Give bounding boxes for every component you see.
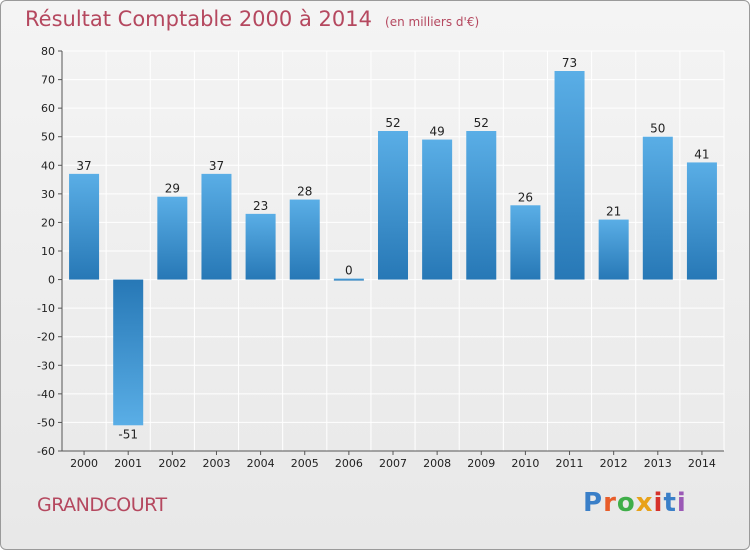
x-tick-label: 2000 bbox=[70, 457, 98, 470]
x-tick-label: 2001 bbox=[114, 457, 142, 470]
logo-letter: P bbox=[583, 488, 604, 518]
bar bbox=[333, 278, 364, 281]
bar bbox=[377, 131, 409, 280]
data-label: 52 bbox=[474, 116, 489, 130]
bar bbox=[642, 136, 673, 280]
bar bbox=[113, 279, 144, 426]
y-tick-label: 60 bbox=[41, 102, 55, 115]
data-label: 49 bbox=[429, 125, 444, 139]
data-label: 29 bbox=[165, 182, 180, 196]
title-block: Résultat Comptable 2000 à 2014 (en milli… bbox=[25, 7, 479, 31]
data-label: 37 bbox=[209, 159, 224, 173]
bar bbox=[201, 173, 232, 280]
logo-letter: t bbox=[663, 488, 677, 518]
x-tick-label: 2014 bbox=[688, 457, 716, 470]
x-tick-label: 2012 bbox=[600, 457, 628, 470]
logo-letter: i bbox=[676, 488, 687, 518]
x-tick-label: 2009 bbox=[467, 457, 495, 470]
data-label: 21 bbox=[606, 205, 621, 219]
x-tick-label: 2006 bbox=[335, 457, 363, 470]
y-tick-label: -20 bbox=[37, 331, 55, 344]
data-label: -51 bbox=[118, 427, 138, 441]
y-tick-label: 20 bbox=[41, 216, 55, 229]
data-label: 41 bbox=[694, 147, 709, 161]
logo-letter: r bbox=[603, 488, 617, 518]
data-label: 23 bbox=[253, 199, 268, 213]
bar bbox=[686, 162, 717, 280]
y-tick-label: 30 bbox=[41, 188, 55, 201]
x-tick-label: 2002 bbox=[158, 457, 186, 470]
x-tick-label: 2005 bbox=[291, 457, 319, 470]
y-tick-label: -30 bbox=[37, 359, 55, 372]
bar bbox=[510, 205, 541, 280]
y-tick-label: 70 bbox=[41, 74, 55, 87]
bar bbox=[289, 199, 320, 280]
data-labels: 37 -51 29 37 23 28 0 52 49 52 26 73 21 50 41 bbox=[76, 56, 709, 441]
y-tick-label: 40 bbox=[41, 159, 55, 172]
x-tick-label: 2013 bbox=[644, 457, 672, 470]
logo-letter: o bbox=[616, 488, 636, 518]
data-label: 37 bbox=[76, 159, 91, 173]
data-label: 50 bbox=[650, 122, 665, 136]
x-tick-label: 2007 bbox=[379, 457, 407, 470]
proxiti-logo[interactable]: Proxiti bbox=[583, 488, 687, 518]
chart-subtitle: (en milliers d'€) bbox=[385, 15, 480, 29]
bar bbox=[245, 213, 276, 280]
x-tick-label: 2011 bbox=[556, 457, 584, 470]
x-tick-label: 2010 bbox=[511, 457, 539, 470]
y-tick-label: 50 bbox=[41, 131, 55, 144]
y-tick-label: -10 bbox=[37, 302, 55, 315]
y-tick-label: -50 bbox=[37, 416, 55, 429]
bars bbox=[69, 71, 717, 426]
bar bbox=[157, 196, 188, 280]
y-tick-label: 0 bbox=[48, 274, 55, 287]
bar bbox=[422, 139, 453, 280]
y-tick-label: -40 bbox=[37, 388, 55, 401]
logo-letter: i bbox=[653, 488, 664, 518]
data-label: 0 bbox=[345, 264, 353, 278]
bar bbox=[466, 131, 497, 280]
chart-title: Résultat Comptable 2000 à 2014 bbox=[25, 7, 372, 31]
y-tick-label: 80 bbox=[41, 45, 55, 58]
bar bbox=[69, 173, 100, 280]
x-tick-label: 2003 bbox=[202, 457, 230, 470]
place-name: GRANDCOURT bbox=[37, 494, 167, 516]
logo-letter: x bbox=[635, 488, 654, 518]
data-label: 28 bbox=[297, 185, 312, 199]
data-label: 26 bbox=[518, 190, 533, 204]
y-tick-label: -60 bbox=[37, 445, 55, 458]
data-label: 73 bbox=[562, 56, 577, 70]
data-label: 52 bbox=[385, 116, 400, 130]
bar bbox=[554, 71, 585, 280]
x-tick-label: 2008 bbox=[423, 457, 451, 470]
y-tick-label: 10 bbox=[41, 245, 55, 258]
x-tick-label: 2004 bbox=[247, 457, 275, 470]
bar bbox=[598, 219, 629, 280]
